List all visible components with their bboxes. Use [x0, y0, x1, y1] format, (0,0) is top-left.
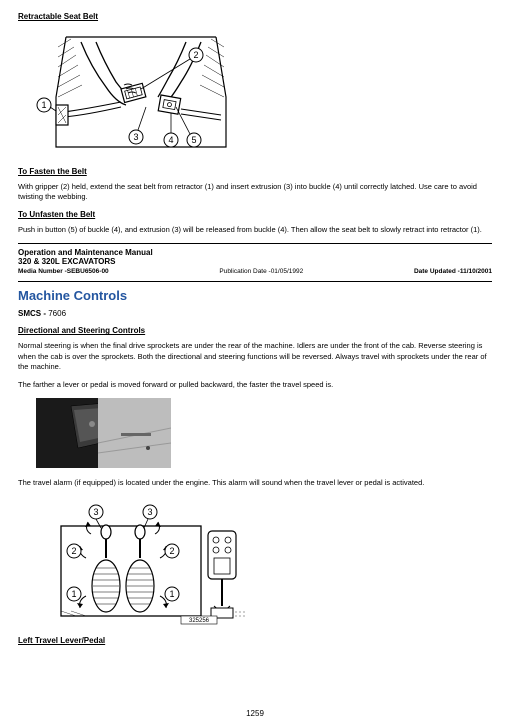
smcs-label: SMCS - [18, 309, 48, 318]
date-updated: Date Updated -11/10/2001 [414, 268, 492, 275]
para-steering: Normal steering is when the final drive … [18, 341, 492, 371]
heading-retractable-seat-belt: Retractable Seat Belt [18, 12, 492, 21]
divider-bottom [18, 281, 492, 282]
figure-pedal-photo [36, 398, 492, 468]
callout-4: 4 [168, 135, 173, 145]
para-alarm: The travel alarm (if equipped) is locate… [18, 478, 492, 488]
callout-3: 3 [133, 132, 138, 142]
heading-unfasten-belt: To Unfasten the Belt [18, 210, 492, 219]
smcs-line: SMCS - 7606 [18, 309, 492, 318]
heading-machine-controls: Machine Controls [18, 288, 492, 303]
publication-date: Publication Date -01/05/1992 [219, 268, 303, 275]
manual-subtitle: 320 & 320L EXCAVATORS [18, 257, 492, 266]
heading-left-travel-lever: Left Travel Lever/Pedal [18, 636, 492, 645]
para-unfasten: Push in button (5) of buckle (4), and ex… [18, 225, 492, 235]
figure-travel-levers: 3 2 1 3 2 1 325256 [36, 496, 492, 626]
callout-1l: 1 [71, 589, 76, 599]
callout-3l: 3 [93, 507, 98, 517]
figure-seat-belt: 1 2 3 4 5 [36, 27, 492, 157]
heading-fasten-belt: To Fasten the Belt [18, 167, 492, 176]
manual-title: Operation and Maintenance Manual [18, 248, 492, 257]
callout-5: 5 [191, 135, 196, 145]
callout-1: 1 [41, 100, 46, 110]
smcs-value: 7606 [48, 309, 66, 318]
heading-directional-steering: Directional and Steering Controls [18, 326, 492, 335]
callout-1r: 1 [169, 589, 174, 599]
part-number: 325256 [189, 618, 210, 624]
divider-top [18, 243, 492, 244]
callout-2l: 2 [71, 546, 76, 556]
para-fasten: With gripper (2) held, extend the seat b… [18, 182, 492, 202]
callout-2r: 2 [169, 546, 174, 556]
callout-3r: 3 [147, 507, 152, 517]
page-number: 1259 [246, 709, 264, 718]
callout-2: 2 [193, 50, 198, 60]
media-number: Media Number -SEBU6506-00 [18, 268, 109, 275]
para-speed: The farther a lever or pedal is moved fo… [18, 380, 492, 390]
manual-meta-row: Media Number -SEBU6506-00 Publication Da… [18, 268, 492, 275]
